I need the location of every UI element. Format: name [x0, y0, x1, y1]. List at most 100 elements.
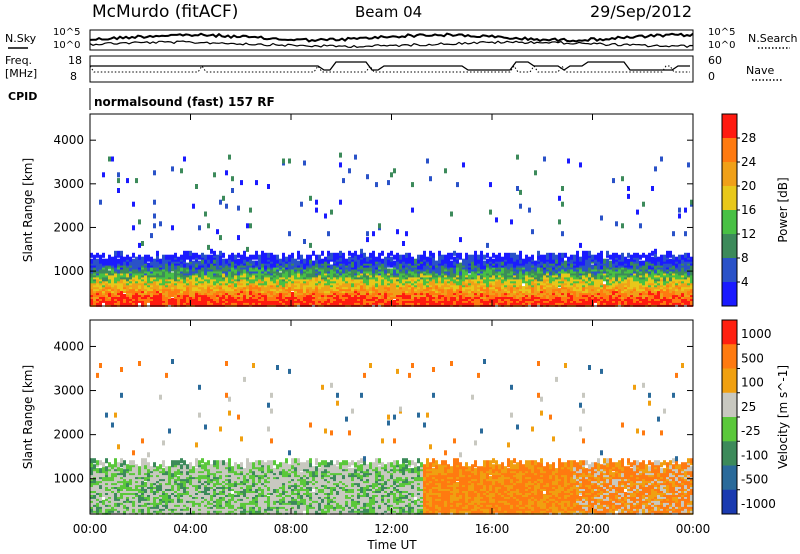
- heatmap-cell: [147, 290, 150, 296]
- heatmap-cell: [534, 170, 537, 176]
- heatmap-cell: [186, 290, 189, 296]
- heatmap-cell: [108, 462, 111, 468]
- heatmap-cell: [588, 256, 591, 262]
- heatmap-cell: [240, 258, 243, 264]
- heatmap-cell: [237, 205, 240, 211]
- heatmap-cell: [282, 256, 285, 262]
- heatmap-cell: [294, 258, 297, 264]
- heatmap-cell: [312, 266, 315, 272]
- heatmap-cell: [393, 260, 396, 266]
- heatmap-cell: [282, 252, 285, 258]
- heatmap-cell: [315, 297, 318, 303]
- heatmap-cell: [162, 288, 165, 294]
- heatmap-cell: [507, 256, 510, 262]
- heatmap-cell: [627, 290, 630, 296]
- heatmap-cell: [123, 282, 126, 288]
- heatmap-cell: [309, 254, 312, 260]
- heatmap-cell: [156, 254, 159, 260]
- heatmap-cell: [303, 258, 306, 264]
- heatmap-cell: [621, 286, 624, 292]
- heatmap-cell: [303, 301, 306, 307]
- heatmap-cell: [543, 262, 546, 268]
- date-title: 29/Sep/2012: [590, 2, 692, 21]
- heatmap-cell: [579, 256, 582, 262]
- heatmap-cell: [393, 299, 396, 305]
- heatmap-cell: [330, 252, 333, 258]
- heatmap-cell: [627, 252, 630, 258]
- heatmap-cell: [171, 297, 174, 303]
- heatmap-cell: [588, 250, 591, 256]
- heatmap-cell: [645, 260, 648, 266]
- heatmap-cell: [390, 288, 393, 294]
- heatmap-cell: [315, 276, 318, 282]
- heatmap-cell: [603, 284, 606, 290]
- heatmap-cell: [540, 292, 543, 297]
- heatmap-cell: [318, 276, 321, 282]
- heatmap-cell: [603, 276, 606, 282]
- heatmap-cell: [366, 266, 369, 272]
- heatmap-cell: [315, 262, 318, 268]
- heatmap-cell: [333, 252, 336, 258]
- heatmap-cell: [672, 254, 675, 260]
- heatmap-cell: [567, 256, 570, 262]
- heatmap-cell: [192, 252, 195, 258]
- heatmap-cell: [558, 256, 561, 262]
- heatmap-cell: [657, 294, 660, 299]
- heatmap-cell: [162, 258, 165, 264]
- heatmap-cell: [636, 252, 639, 258]
- heatmap-cell: [381, 286, 384, 292]
- heatmap-cell: [498, 256, 501, 262]
- heatmap-cell: [126, 266, 129, 272]
- heatmap-cell: [651, 256, 654, 262]
- heatmap-cell: [309, 294, 312, 299]
- heatmap-cell: [402, 292, 405, 297]
- heatmap-cell: [246, 246, 249, 252]
- heatmap-cell: [381, 278, 384, 284]
- heatmap-cell: [189, 284, 192, 290]
- heatmap-cell: [657, 290, 660, 296]
- heatmap-cell: [495, 254, 498, 260]
- heatmap-cell: [270, 296, 273, 301]
- heatmap-cell: [588, 272, 591, 278]
- heatmap-cell: [381, 266, 384, 272]
- colorbar-segment: [722, 162, 737, 187]
- heatmap-cell: [99, 199, 102, 205]
- heatmap-cell: [117, 178, 120, 184]
- heatmap-cell: [132, 258, 135, 264]
- heatmap-cell: [342, 282, 345, 288]
- heatmap-cell: [153, 258, 156, 264]
- heatmap-cell: [687, 252, 690, 258]
- heatmap-cell: [132, 225, 135, 231]
- heatmap-cell: [522, 286, 525, 292]
- heatmap-cell: [345, 258, 348, 264]
- heatmap-cell: [525, 262, 528, 268]
- heatmap-cell: [240, 296, 243, 301]
- heatmap-cell: [213, 172, 216, 178]
- heatmap-cell: [492, 258, 495, 264]
- heatmap-cell: [333, 299, 336, 305]
- heatmap-cell: [666, 250, 669, 256]
- heatmap-cell: [309, 258, 312, 264]
- heatmap-cell: [555, 254, 558, 260]
- heatmap-cell: [567, 158, 570, 164]
- heatmap-cell: [450, 290, 453, 296]
- heatmap-cell: [516, 186, 519, 191]
- heatmap-cell: [168, 284, 171, 290]
- heatmap-cell: [657, 284, 660, 290]
- heatmap-cell: [399, 254, 402, 260]
- heatmap-cell: [393, 254, 396, 260]
- heatmap-cell: [198, 260, 201, 266]
- heatmap-cell: [246, 223, 249, 229]
- heatmap-cell: [360, 284, 363, 290]
- heatmap-cell: [516, 154, 519, 160]
- heatmap-cell: [243, 268, 246, 274]
- heatmap-cell: [429, 266, 432, 272]
- heatmap-cell: [294, 274, 297, 280]
- heatmap-cell: [330, 268, 333, 274]
- heatmap-cell: [444, 168, 447, 174]
- heatmap-cell: [423, 280, 426, 286]
- heatmap-cell: [126, 178, 129, 184]
- heatmap-cell: [519, 254, 522, 260]
- heatmap-cell: [378, 294, 381, 299]
- heatmap-cell: [150, 292, 153, 297]
